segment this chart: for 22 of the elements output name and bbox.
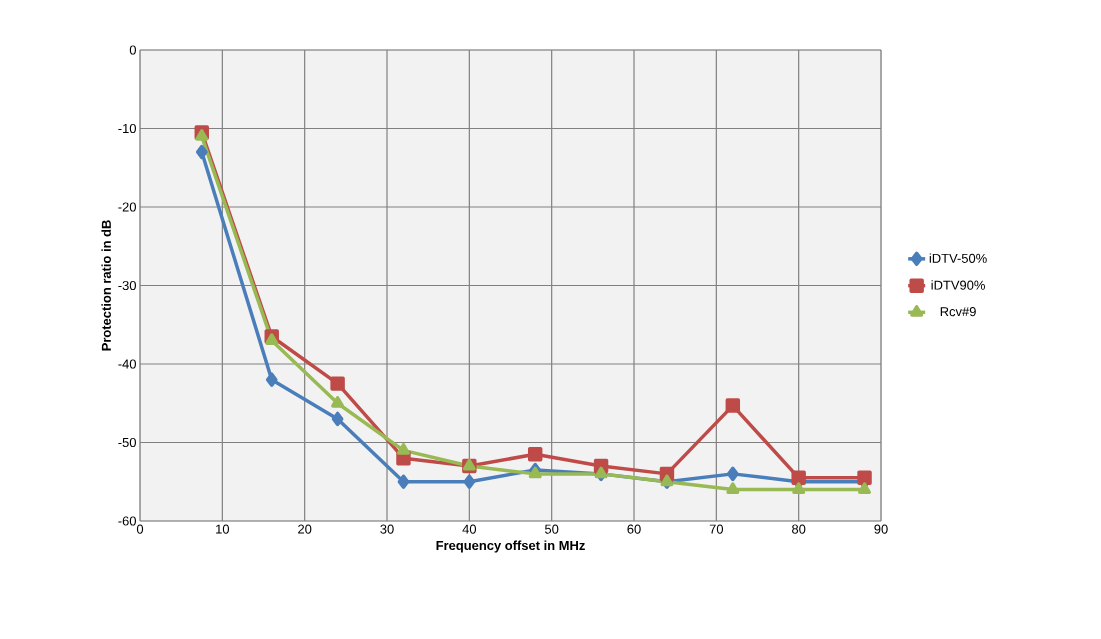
y-tick-label: -20 (118, 202, 136, 212)
y-tick-label: -10 (118, 123, 136, 134)
x-tick-label: 20 (298, 524, 312, 534)
x-tick-label: 40 (462, 524, 477, 534)
y-tick-label: -50 (118, 437, 136, 448)
x-tick-label: 60 (627, 524, 641, 534)
x-tick-label: 70 (709, 524, 724, 534)
y-tick-label: -30 (118, 280, 136, 291)
x-axis-title: Frequency offset in MHz (436, 540, 585, 553)
legend-label: Rcv#9 (940, 307, 976, 317)
x-tick-label: 30 (380, 524, 394, 534)
y-tick-label: -60 (118, 516, 136, 526)
y-tick-label: -40 (118, 359, 136, 369)
legend-label: iDTV-50% (929, 253, 987, 263)
x-tick-label: 0 (136, 524, 144, 534)
x-tick-label: 90 (874, 524, 888, 534)
x-tick-label: 10 (216, 524, 230, 534)
x-tick-label: 50 (544, 524, 559, 534)
y-tick-label: 0 (129, 45, 136, 55)
x-tick-label: 80 (792, 524, 806, 534)
y-axis-title: Protection ratio in dB (101, 220, 111, 351)
legend-label: iDTV90% (931, 280, 985, 290)
